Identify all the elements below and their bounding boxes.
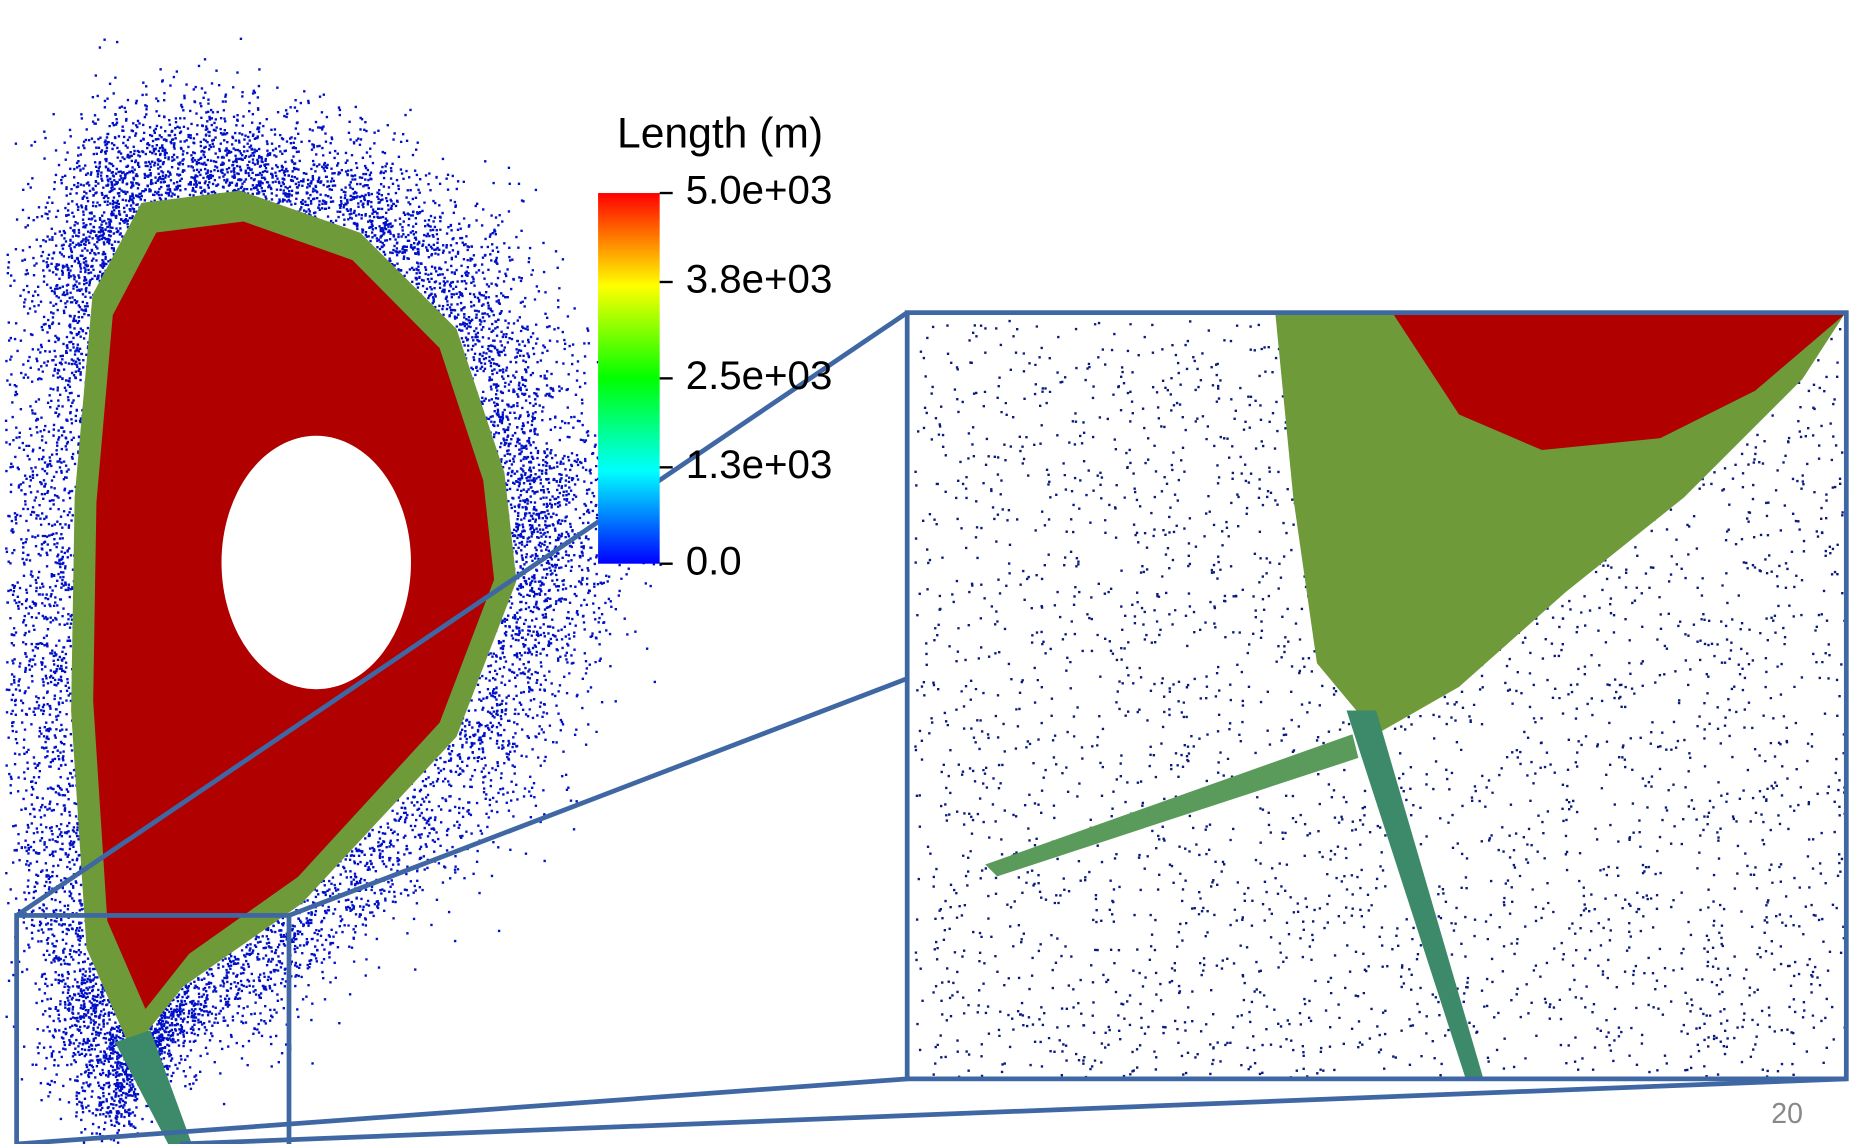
slide-number: 20 — [1771, 1098, 1803, 1130]
zoom-inset — [910, 315, 1846, 1080]
colorbar-tick-label: 0.0 — [686, 538, 742, 583]
colorbar-tick-label: 5.0e+03 — [686, 168, 833, 213]
colorbar-scale — [598, 193, 660, 564]
colorbar-tick-label: 1.3e+03 — [686, 442, 833, 487]
colorbar: Length (m) 5.0e+03 3.8e+03 2.5e+03 1.3e+03 0… — [598, 109, 832, 583]
slide: {"chart_data": {"type": "heatmap", "titl… — [0, 0, 1857, 1144]
colorbar-title: Length (m) — [617, 109, 823, 157]
field-plot — [5, 38, 662, 1144]
core-hole — [221, 436, 410, 689]
colorbar-tick-label: 3.8e+03 — [686, 257, 833, 302]
slide-canvas: Length (m) 5.0e+03 3.8e+03 2.5e+03 1.3e+03 0… — [0, 0, 1857, 1144]
colorbar-tick-label: 2.5e+03 — [686, 353, 833, 398]
divertor-leg — [115, 1030, 192, 1144]
